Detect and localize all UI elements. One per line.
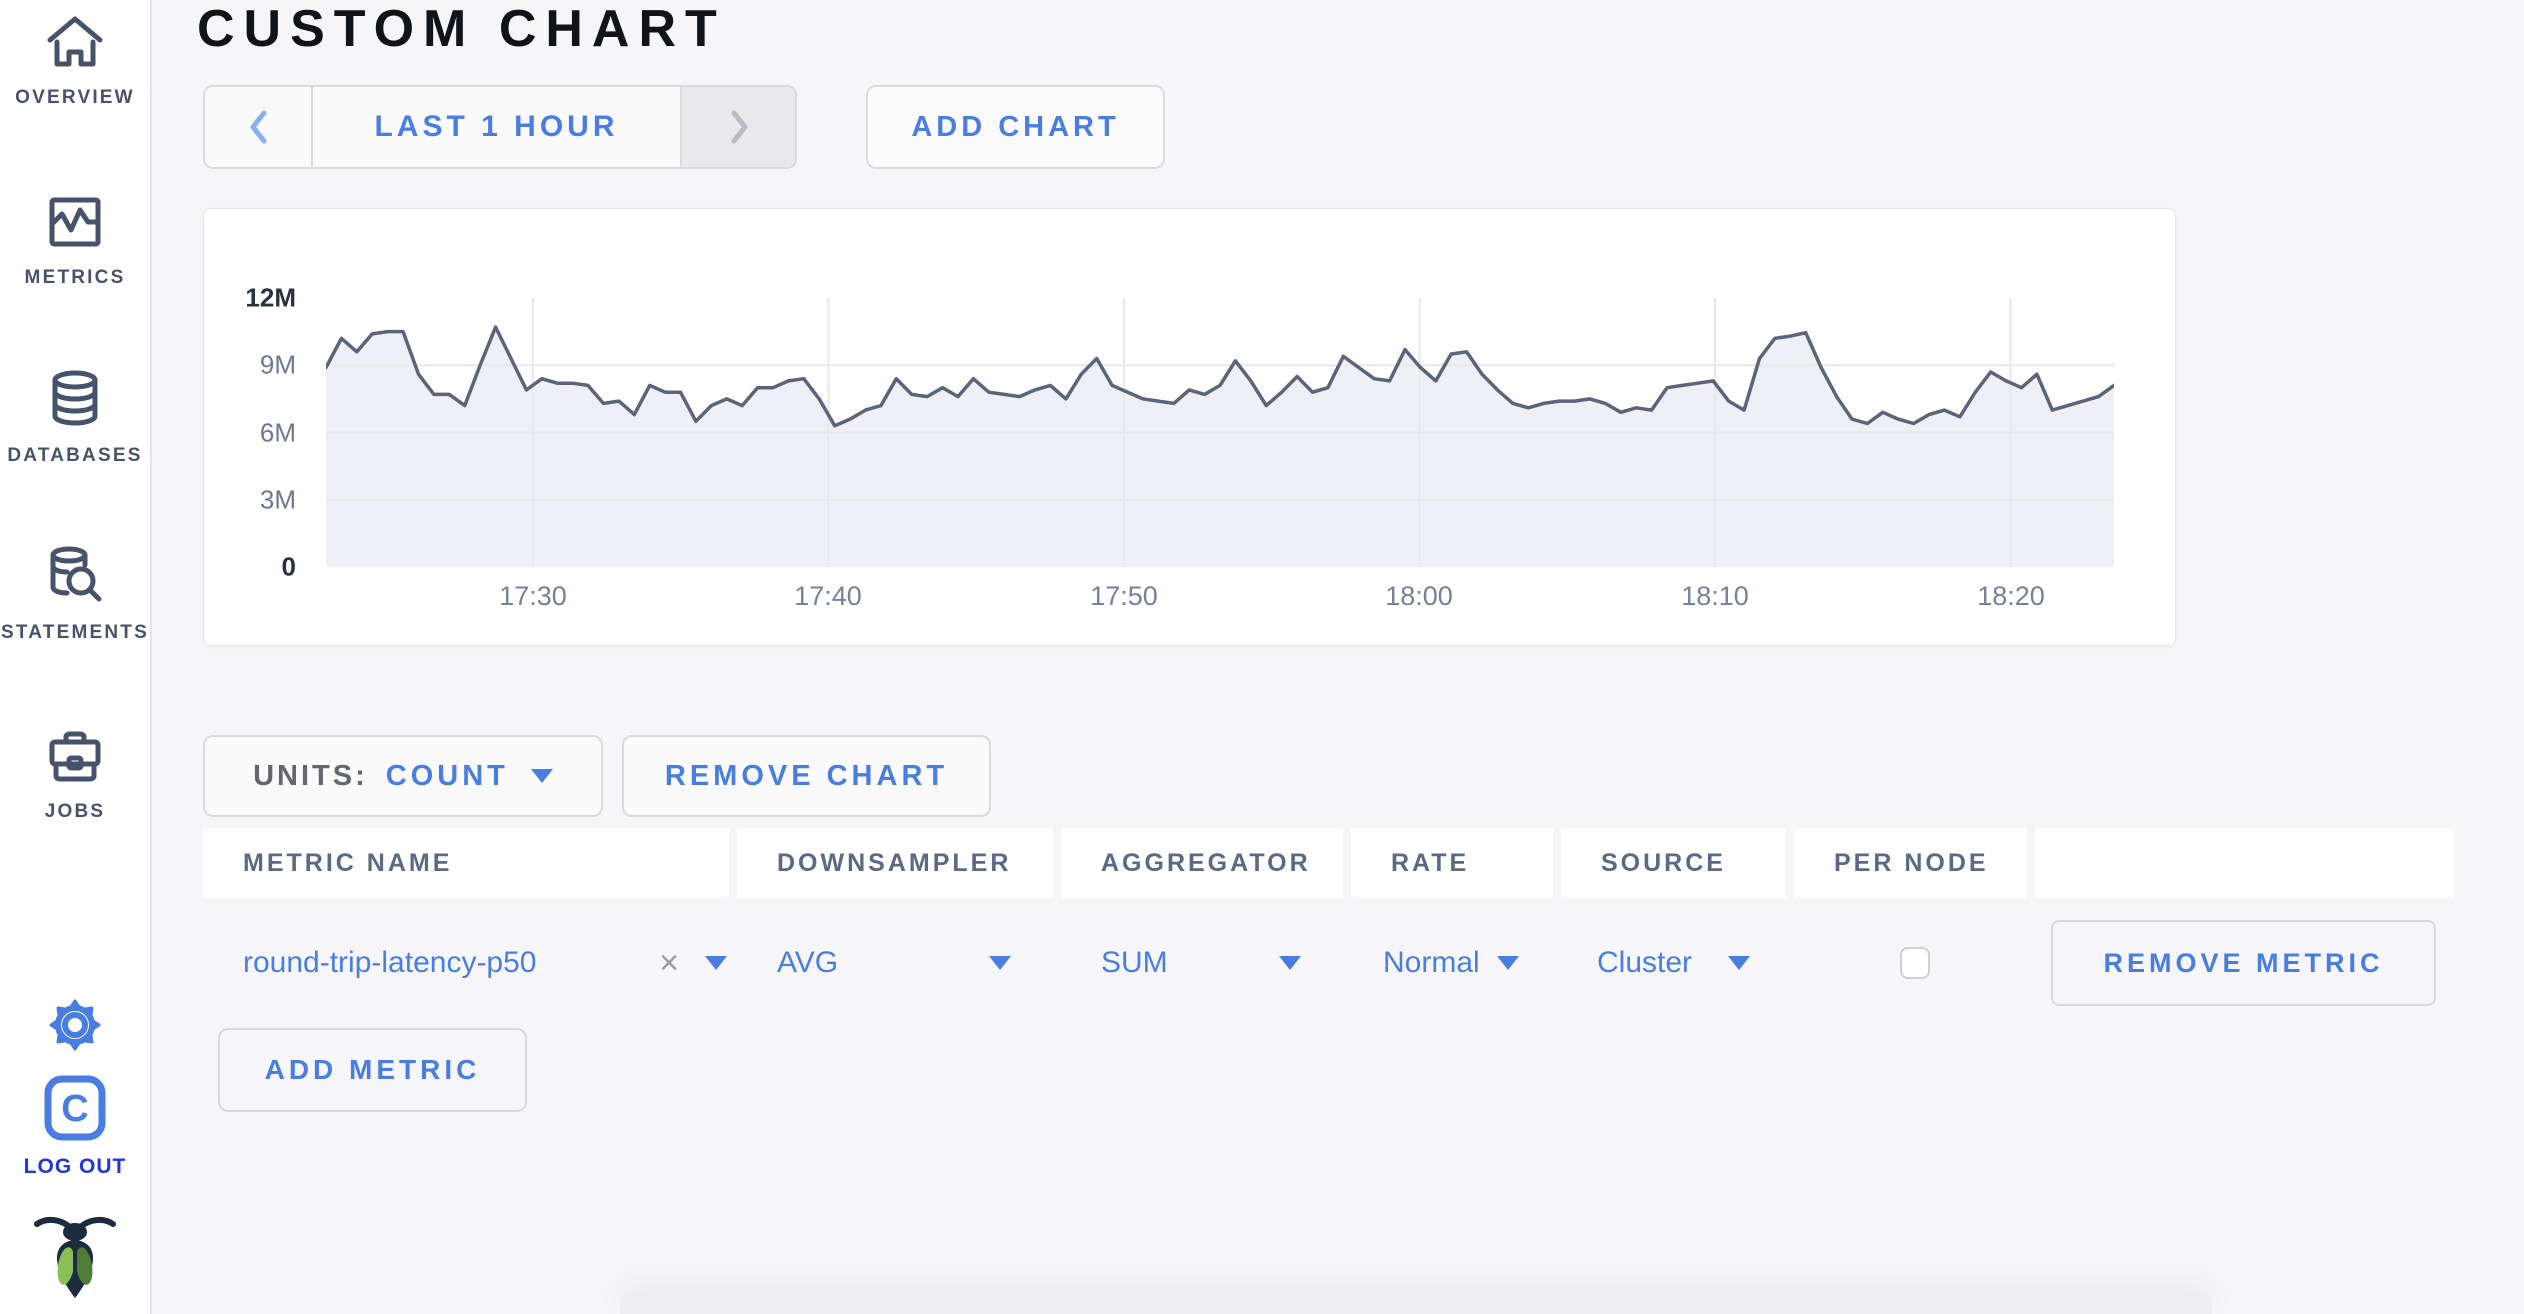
per-node-cell [1794,898,2027,1028]
x-axis-tick-label: 17:50 [1090,581,1158,611]
per-node-checkbox[interactable] [1900,947,1930,979]
x-axis-tick-label: 17:30 [499,581,567,611]
chevron-down-icon [530,769,553,783]
sidebar-item-statements[interactable]: STATEMENTS [0,545,150,644]
add-chart-button[interactable]: ADD CHART [866,85,1165,169]
y-axis-tick-label: 12M [245,282,296,313]
metric-name-value[interactable]: round-trip-latency-p50 [243,946,537,979]
sidebar-item-metrics[interactable]: METRICS [0,192,150,289]
metrics-icon [44,192,106,257]
metric-table-header: METRIC NAME DOWNSAMPLER AGGREGATOR RATE … [203,828,2454,898]
cockroachdb-logo [0,1208,150,1305]
column-header-metric-name: METRIC NAME [203,828,729,898]
column-header-rate: RATE [1351,828,1553,898]
downsampler-dropdown[interactable]: AVG [737,898,1053,1028]
column-header-source: SOURCE [1561,828,1786,898]
y-axis-tick-label: 3M [259,484,296,515]
x-axis-tick-label: 18:20 [1977,581,2045,611]
sidebar-item-databases[interactable]: DATABASES [0,368,150,467]
chevron-down-icon [1728,956,1750,970]
sidebar-item-label: METRICS [24,267,126,288]
sidebar-item-label: DATABASES [7,445,143,466]
sidebar-item-jobs[interactable]: JOBS [0,728,150,823]
chevron-down-icon [989,956,1011,970]
y-axis-tick-label: 0 [281,551,296,582]
aggregator-value: SUM [1101,946,1168,979]
home-icon [44,12,106,77]
actions-cell: REMOVE METRIC [2035,898,2454,1028]
timeseries-area-chart [324,298,2116,567]
chevron-right-icon [731,110,747,144]
aggregator-dropdown[interactable]: SUM [1061,898,1343,1028]
chart-x-axis: 17:30 17:40 17:50 18:00 18:10 18:20 [326,581,2114,617]
column-header-aggregator: AGGREGATOR [1061,828,1343,898]
rate-value: Normal [1383,946,1480,979]
statements-icon [43,545,107,612]
chart-y-axis: 0 3M 6M 9M 12M [204,283,310,582]
time-range-dropdown[interactable]: LAST 1 HOUR [313,87,680,167]
page-title: CUSTOM CHART [197,0,726,58]
units-label: UNITS: [253,759,368,792]
bottom-panel-edge [620,1292,2212,1314]
downsampler-value: AVG [777,946,839,979]
chevron-down-icon [1279,956,1301,970]
y-axis-tick-label: 6M [259,417,296,448]
x-axis-tick-label: 17:40 [794,581,862,611]
logout-label: LOG OUT [23,1155,127,1178]
logout-button[interactable]: C LOG OUT [0,1074,150,1179]
sidebar-item-label: OVERVIEW [15,87,135,108]
time-range-next-button[interactable] [680,87,795,167]
cockroach-c-icon: C [43,1074,107,1147]
svg-text:C: C [61,1088,88,1130]
rate-dropdown[interactable]: Normal [1351,898,1553,1028]
chart-card: 0 3M 6M 9M 12M 17:30 17:40 17:50 18:00 18:10 18:2… [203,208,2176,646]
source-dropdown[interactable]: Cluster [1561,898,1786,1028]
units-value: COUNT [385,759,509,792]
source-value: Cluster [1597,946,1693,979]
cockroach-bug-icon [29,1208,121,1305]
time-range-selector: LAST 1 HOUR [203,85,797,169]
x-axis-tick-label: 18:10 [1681,581,1749,611]
sidebar-item-label: STATEMENTS [1,622,149,643]
sidebar-item-overview[interactable]: OVERVIEW [0,12,150,109]
databases-icon [44,368,106,435]
time-range-prev-button[interactable] [205,87,313,167]
remove-chart-button[interactable]: REMOVE CHART [622,735,991,817]
jobs-icon [44,728,106,791]
sidebar-item-label: JOBS [44,801,106,822]
chart-plot-area [324,298,2116,567]
metric-table-row: round-trip-latency-p50 × AVG SUM Normal … [203,898,2454,1028]
sidebar: OVERVIEW METRICS DATABASES [0,0,152,1314]
units-dropdown[interactable]: UNITS: COUNT [203,735,603,817]
clear-metric-icon[interactable]: × [659,943,679,982]
x-axis-tick-label: 18:00 [1385,581,1453,611]
column-header-actions [2035,828,2454,898]
gear-icon [46,996,104,1059]
y-axis-tick-label: 9M [259,349,296,380]
chevron-down-icon [1497,956,1519,970]
settings-button[interactable] [0,996,150,1059]
chevron-left-icon [250,110,267,144]
column-header-downsampler: DOWNSAMPLER [737,828,1053,898]
column-header-per-node: PER NODE [1794,828,2027,898]
add-metric-button[interactable]: ADD METRIC [218,1028,527,1112]
remove-metric-button[interactable]: REMOVE METRIC [2051,920,2436,1006]
chevron-down-icon[interactable] [705,956,727,970]
metric-name-cell[interactable]: round-trip-latency-p50 × [203,898,729,1028]
